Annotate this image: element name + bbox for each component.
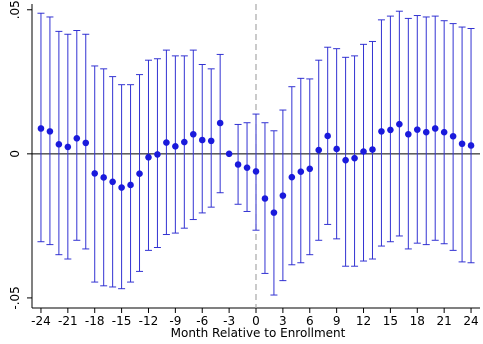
x-tick-label: -18 (85, 314, 105, 328)
data-point (154, 151, 161, 158)
data-point (55, 141, 63, 148)
data-point (405, 130, 412, 138)
data-point (378, 128, 385, 135)
data-point (270, 209, 278, 216)
data-point (315, 146, 323, 154)
data-point (234, 161, 242, 168)
x-tick-label: 18 (410, 314, 425, 328)
x-tick-label: 6 (306, 314, 314, 328)
chart-marks (37, 10, 475, 296)
x-tick-label: 15 (383, 314, 398, 328)
data-point (136, 170, 143, 178)
x-tick-label: 24 (463, 314, 478, 328)
x-tick-label: -3 (223, 314, 235, 328)
data-point (243, 164, 251, 171)
y-tick-label: .05 (8, 0, 22, 19)
data-point (198, 136, 206, 144)
data-point (37, 125, 45, 132)
x-tick-label: 12 (356, 314, 371, 328)
data-point (440, 128, 448, 136)
y-tick-label: -.05 (8, 286, 22, 309)
data-point (64, 143, 72, 151)
x-tick-label: 21 (437, 314, 452, 328)
x-tick-label: -21 (58, 314, 78, 328)
data-point (369, 146, 376, 153)
data-point (163, 139, 170, 146)
data-point (73, 134, 81, 142)
data-point (46, 128, 54, 135)
x-tick-label: -9 (169, 314, 181, 328)
x-tick-label: -15 (112, 314, 132, 328)
data-point (431, 125, 439, 132)
data-point (261, 195, 269, 202)
data-point (100, 174, 107, 181)
x-tick-label: 9 (333, 314, 341, 328)
data-point (118, 184, 125, 191)
data-point (342, 156, 349, 164)
x-tick-label: 0 (252, 314, 260, 328)
data-point (109, 178, 116, 186)
data-point (91, 170, 99, 177)
data-point (145, 153, 152, 161)
data-point (181, 138, 188, 146)
data-point (288, 173, 296, 181)
data-point (467, 142, 475, 149)
data-point (225, 150, 233, 158)
data-point (306, 165, 314, 173)
data-point (207, 137, 215, 145)
x-axis-label: Month Relative to Enrollment (171, 326, 346, 340)
y-tick-label: 0 (8, 150, 22, 158)
data-point (324, 132, 331, 140)
x-tick-label: -12 (139, 314, 159, 328)
data-point (216, 119, 224, 127)
data-point (458, 140, 466, 148)
data-point (387, 126, 394, 134)
data-point (351, 154, 358, 162)
axes: -24 -21 -18 -15 -12 -9 -6 -3 0 3 6 9 12 15 18 21 24 -.05 0… (8, 0, 480, 328)
data-point (360, 148, 367, 155)
x-tick-label: 3 (279, 314, 287, 328)
x-tick-label: -24 (31, 314, 51, 328)
data-point (422, 128, 430, 136)
x-tick-label: -6 (196, 314, 208, 328)
data-point (279, 192, 287, 199)
data-point (333, 145, 340, 153)
data-point (172, 143, 179, 150)
data-point (82, 139, 90, 147)
data-point (413, 126, 421, 133)
data-point (252, 168, 260, 175)
data-point (127, 181, 134, 189)
data-point (396, 120, 403, 128)
data-point (297, 168, 305, 176)
data-point (189, 130, 197, 138)
data-point (449, 132, 457, 140)
